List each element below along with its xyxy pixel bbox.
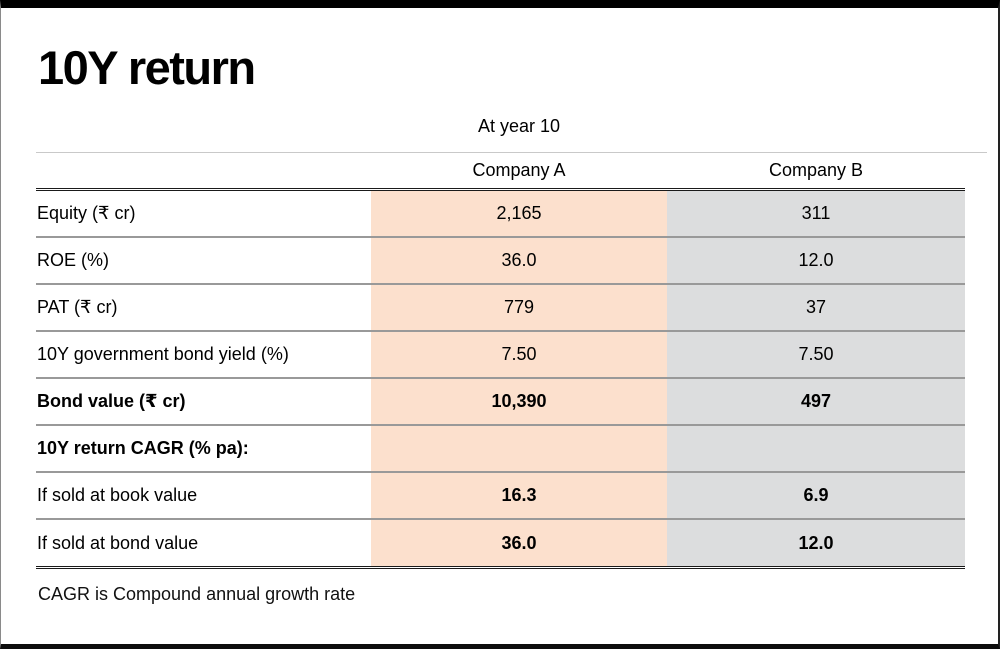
column-header-row: Company A Company B bbox=[36, 153, 965, 188]
table-row: PAT (₹ cr) 779 37 bbox=[36, 285, 965, 332]
group-header: At year 10 bbox=[477, 116, 561, 136]
row-label: If sold at book value bbox=[36, 473, 371, 518]
company-b-value bbox=[667, 426, 965, 471]
company-a-value: 36.0 bbox=[371, 238, 667, 283]
column-header-company-b: Company B bbox=[768, 160, 864, 180]
row-label: Bond value (₹ cr) bbox=[36, 379, 371, 424]
row-label: 10Y government bond yield (%) bbox=[36, 332, 371, 377]
table-row: If sold at book value 16.3 6.9 bbox=[36, 473, 965, 520]
footnote: CAGR is Compound annual growth rate bbox=[38, 584, 356, 604]
row-label: 10Y return CAGR (% pa): bbox=[36, 426, 371, 471]
company-a-value bbox=[371, 426, 667, 471]
spacer bbox=[667, 137, 965, 152]
table-row: ROE (%) 36.0 12.0 bbox=[36, 238, 965, 285]
row-label: ROE (%) bbox=[36, 238, 371, 283]
row-label: If sold at bond value bbox=[36, 520, 371, 566]
table-row: Equity (₹ cr) 2,165 311 bbox=[36, 191, 965, 238]
company-b-value: 7.50 bbox=[667, 332, 965, 377]
company-b-value: 311 bbox=[667, 191, 965, 236]
company-b-value: 6.9 bbox=[667, 473, 965, 518]
spacer bbox=[36, 137, 371, 152]
company-a-value: 10,390 bbox=[371, 379, 667, 424]
company-a-value: 16.3 bbox=[371, 473, 667, 518]
company-b-value: 37 bbox=[667, 285, 965, 330]
table-row: If sold at bond value 36.0 12.0 bbox=[36, 520, 965, 566]
company-a-value: 36.0 bbox=[371, 520, 667, 566]
column-header-company-a: Company A bbox=[472, 160, 566, 180]
company-b-value: 497 bbox=[667, 379, 965, 424]
table-row: 10Y return CAGR (% pa): bbox=[36, 426, 965, 473]
company-a-value: 779 bbox=[371, 285, 667, 330]
group-header-row: At year 10 bbox=[36, 91, 965, 152]
header-divider bbox=[36, 152, 987, 153]
company-a-value: 2,165 bbox=[371, 191, 667, 236]
company-b-value: 12.0 bbox=[667, 520, 965, 566]
table-row: 10Y government bond yield (%) 7.50 7.50 bbox=[36, 332, 965, 379]
page-title: 10Y return bbox=[38, 41, 256, 94]
company-a-value: 7.50 bbox=[371, 332, 667, 377]
company-b-value: 12.0 bbox=[667, 238, 965, 283]
row-label: Equity (₹ cr) bbox=[36, 191, 371, 236]
row-label: PAT (₹ cr) bbox=[36, 285, 371, 330]
table-body: Equity (₹ cr) 2,165 311 ROE (%) 36.0 12.… bbox=[36, 188, 965, 569]
table-row: Bond value (₹ cr) 10,390 497 bbox=[36, 379, 965, 426]
